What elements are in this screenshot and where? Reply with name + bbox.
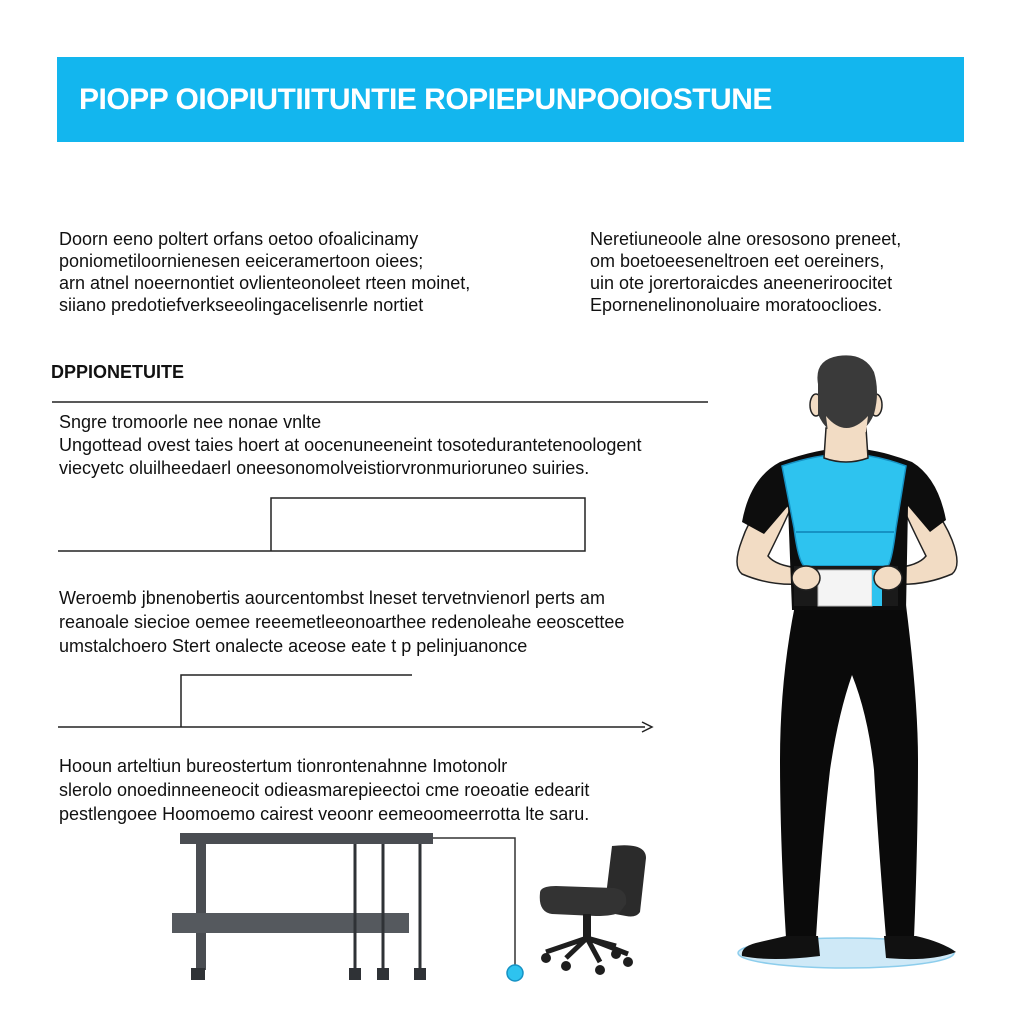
paragraph-3-line: pestlengoee Hoomoemo cairest veoonr eeme… (59, 804, 590, 824)
intro-left-line: arn atnel noeernontiet ovlienteonoleet r… (59, 273, 471, 293)
paragraph-3-line: Hooun arteltiun bureostertum tionrontena… (59, 756, 508, 776)
step-connector-line (180, 674, 412, 727)
intro-left-line: Doorn eeno poltert orfans oetoo ofoalici… (59, 229, 419, 249)
intro-right-line: om boetoeeseneltroen eet oereiners, (590, 251, 885, 271)
intro-left-line: poniometiloornienesen eeiceramertoon oie… (59, 251, 424, 271)
arrow-head-icon (641, 721, 654, 733)
intro-right-line: Neretiuneoole alne oresosono preneet, (590, 229, 902, 249)
paragraph-1-line: viecyetc oluilheedaerl oneesonomolveisti… (59, 458, 590, 478)
intro-right-line: Epornenelinonoluaire moratooclioes. (590, 295, 883, 315)
paragraph-1-line: Sngre tromoorle nee nonae vnlte (59, 412, 322, 432)
paragraph-3-line: slerolo onoedinneeneocit odieasmarepieec… (59, 780, 590, 800)
intro-left-paragraph: Doorn eeno poltert orfans oetoo ofoalici… (59, 228, 470, 316)
standing-desk-icon (172, 833, 433, 980)
box-connector-line (58, 497, 586, 552)
title-banner: PIOPP OIOPIUTIITUNTIE ROPIEPUNPOOIOSTUNE (57, 57, 964, 142)
paragraph-2-line: reanoale siecioe oemee reeemetleeonoarth… (59, 612, 625, 632)
marker-dot-icon (506, 964, 524, 982)
paragraph-1: Sngre tromoorle nee nonae vnlte Ungottea… (59, 411, 641, 480)
office-chair-icon (539, 845, 646, 975)
cable-line (433, 837, 516, 966)
intro-right-line: uin ote jorertoraicdes aneeneriroocitet (590, 273, 893, 293)
paragraph-2: Weroemb jbnenobertis aourcentombst lnese… (59, 586, 624, 658)
intro-right-paragraph: Neretiuneoole alne oresosono preneet, om… (590, 228, 901, 316)
paragraph-1-line: Ungottead ovest taies hoert at oocenunee… (59, 435, 642, 455)
paragraph-3: Hooun arteltiun bureostertum tionrontena… (59, 754, 589, 826)
section-heading: DPPIONETUITE (51, 362, 185, 382)
person-back-view-icon (736, 355, 958, 969)
intro-left-line: siiano predotiefverkseeolingacelisenrle … (59, 295, 424, 315)
paragraph-2-line: Weroemb jbnenobertis aourcentombst lnese… (59, 588, 605, 608)
banner-title: PIOPP OIOPIUTIITUNTIE ROPIEPUNPOOIOSTUNE (79, 83, 772, 116)
paragraph-2-line: umstalchoero Stert onalecte aceose eate … (59, 636, 528, 656)
